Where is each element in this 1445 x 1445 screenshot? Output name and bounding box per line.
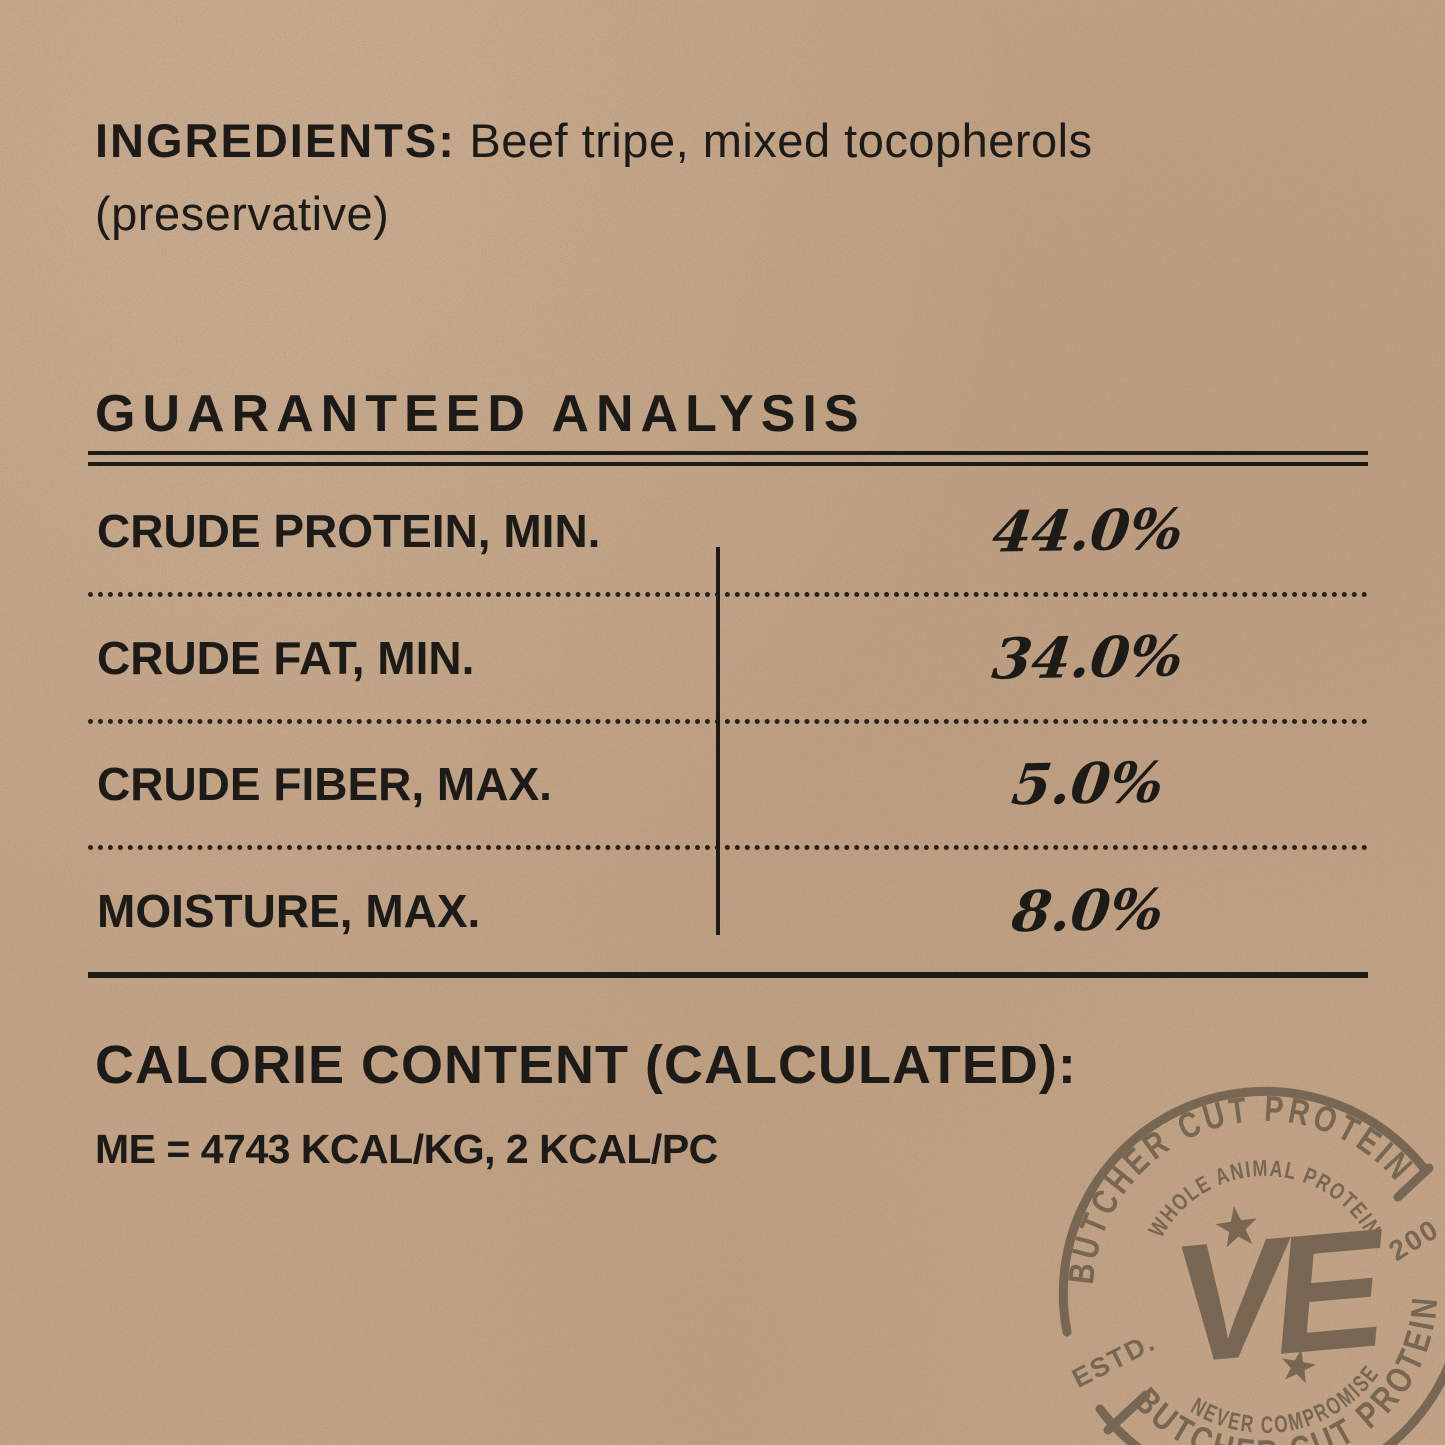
ingredients-heading: INGREDIENTS:: [95, 114, 456, 167]
stamp-estd-label: ESTD.: [1067, 1326, 1160, 1393]
analysis-row-label: CRUDE FAT, MIN.: [97, 631, 475, 684]
stamp-monogram: VE: [1167, 1192, 1389, 1400]
analysis-row-value: 8.0%: [1008, 876, 1168, 946]
ve-stamp: BUTCHER CUT PROTEIN BUTCHER CUT PROTEIN …: [1058, 1086, 1445, 1445]
analysis-row: CRUDE FIBER, MAX. 5.0%: [88, 724, 1368, 851]
analysis-row: MOISTURE, MAX. 8.0%: [88, 850, 1368, 972]
calorie-content-detail: ME = 4743 KCAL/KG, 2 KCAL/PC: [95, 1126, 718, 1172]
analysis-row-label: CRUDE PROTEIN, MIN.: [97, 504, 601, 557]
analysis-row-label: CRUDE FIBER, MAX.: [97, 758, 552, 811]
analysis-row-value: 34.0%: [988, 622, 1188, 693]
analysis-row-label: MOISTURE, MAX.: [97, 885, 481, 938]
analysis-row-value: 44.0%: [988, 496, 1188, 566]
calorie-content-title: CALORIE CONTENT (CALCULATED):: [95, 1035, 1077, 1095]
analysis-row: CRUDE FAT, MIN. 34.0%: [88, 597, 1368, 724]
analysis-row-value: 5.0%: [1008, 750, 1168, 819]
guaranteed-analysis-title: GUARANTEED ANALYSIS: [95, 385, 866, 443]
stamp-year: 200: [1384, 1213, 1445, 1267]
analysis-row: CRUDE PROTEIN, MIN. 44.0%: [88, 470, 1368, 597]
ingredients-paragraph: INGREDIENTS: Beef tripe, mixed tocophero…: [95, 104, 1255, 250]
double-rule: [88, 451, 1368, 466]
table-vertical-divider: [716, 547, 720, 935]
guaranteed-analysis-table: CRUDE PROTEIN, MIN. 44.0% CRUDE FAT, MIN…: [88, 470, 1368, 978]
